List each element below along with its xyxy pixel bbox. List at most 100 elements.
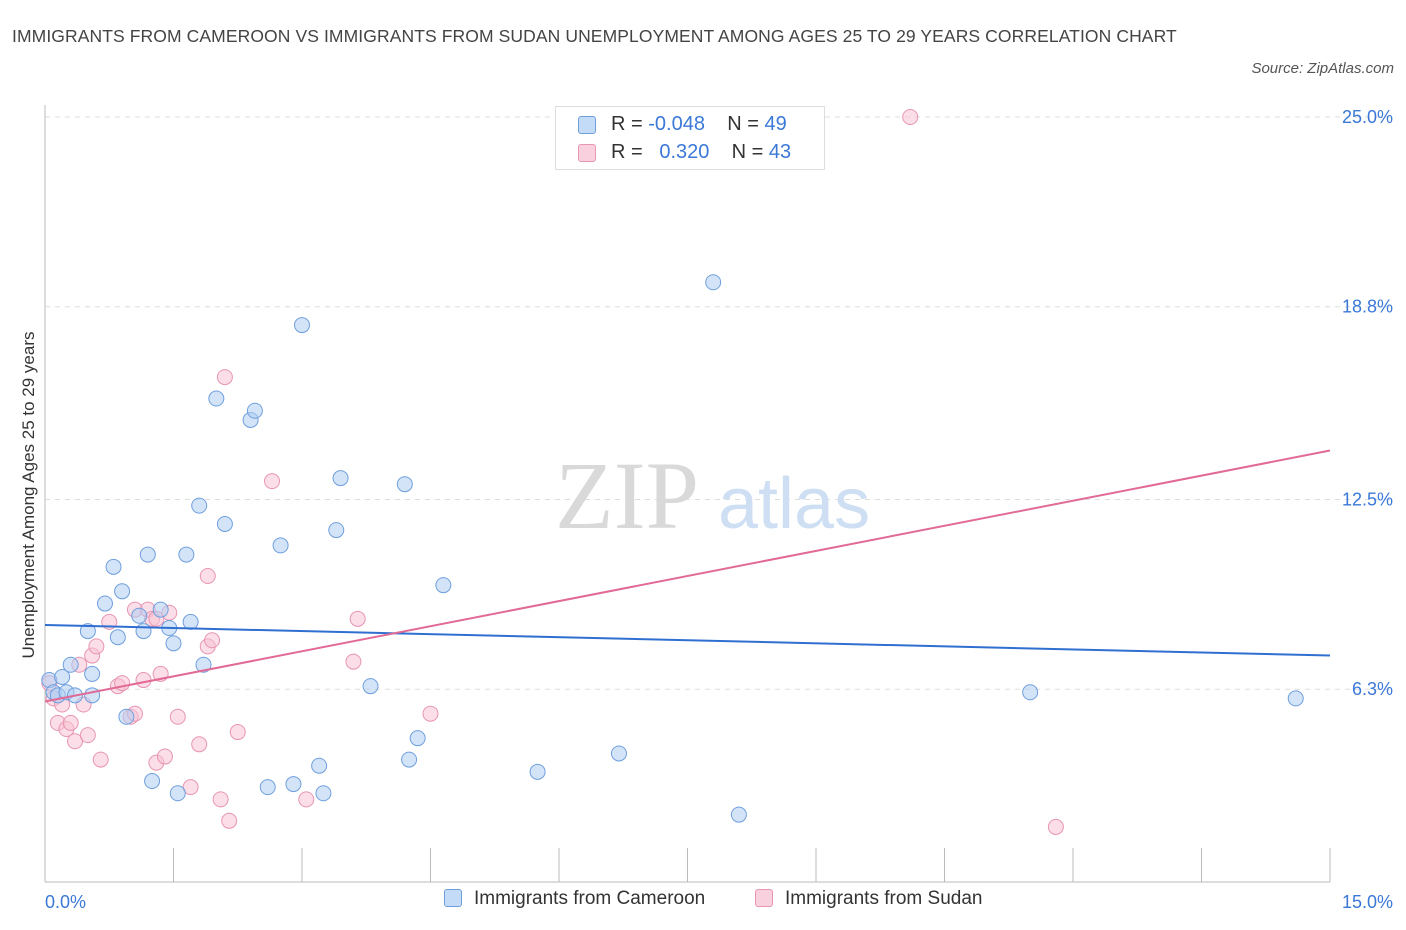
sudan-points xyxy=(41,109,1064,835)
n-label: N = xyxy=(727,113,759,135)
cameroon-point xyxy=(259,779,276,796)
n-value-sudan: 43 xyxy=(768,141,792,163)
cameroon-point xyxy=(529,763,546,780)
sudan-point xyxy=(156,748,173,765)
cameroon-point xyxy=(362,678,379,695)
legend-item-sudan[interactable]: Immigrants from Sudan xyxy=(755,888,982,910)
cameroon-point xyxy=(79,623,96,640)
sudan-legend-swatch xyxy=(755,889,773,907)
cameroon-point xyxy=(435,577,452,594)
cameroon-point xyxy=(84,665,101,682)
grid-lines xyxy=(45,116,1395,690)
cameroon-point xyxy=(328,522,345,539)
cameroon-point xyxy=(144,773,161,790)
sudan-point xyxy=(199,568,216,584)
source-label: Source: ZipAtlas.com xyxy=(1251,60,1394,77)
cameroon-point xyxy=(152,601,169,618)
sudan-point xyxy=(88,638,105,655)
cameroon-point xyxy=(730,806,747,823)
cameroon-point xyxy=(610,745,627,762)
cameroon-point xyxy=(396,476,413,493)
cameroon-point xyxy=(84,687,101,704)
cameroon-point xyxy=(178,546,195,563)
cameroon-point xyxy=(169,785,186,802)
cameroon-point xyxy=(182,613,199,630)
sudan-point xyxy=(345,653,362,670)
sudan-point xyxy=(212,791,229,808)
cameroon-point xyxy=(401,751,418,768)
sudan-point xyxy=(62,714,79,731)
chart-title: IMMIGRANTS FROM CAMEROON VS IMMIGRANTS F… xyxy=(12,26,1177,46)
sudan-point xyxy=(264,473,281,490)
watermark-zip: ZIP xyxy=(555,442,699,549)
legend-item-cameroon[interactable]: Immigrants from Cameroon xyxy=(444,888,705,910)
cameroon-point xyxy=(139,546,156,563)
cameroon-point xyxy=(332,470,349,487)
cameroon-point xyxy=(409,730,426,747)
cameroon-swatch xyxy=(578,116,596,134)
sudan-point xyxy=(92,751,109,768)
cameroon-point xyxy=(54,668,71,685)
cameroon-point xyxy=(1287,690,1304,707)
n-label: N = xyxy=(731,141,764,163)
watermark-atlas: atlas xyxy=(718,464,870,544)
sudan-point xyxy=(66,733,83,750)
r-label: R = xyxy=(611,141,643,163)
axis-labels: 6.3% 12.5% 18.8% 25.0% 0.0% 15.0% Unemployment… xyxy=(19,107,1393,912)
sudan-point xyxy=(135,672,152,689)
legend-label-sudan: Immigrants from Sudan xyxy=(785,888,983,909)
cameroon-legend-swatch xyxy=(444,889,462,907)
cameroon-trend-line xyxy=(44,623,1331,657)
cameroon-point xyxy=(705,274,722,291)
y-tick-label: 6.3% xyxy=(1352,679,1393,699)
x-tick-label: 0.0% xyxy=(45,892,86,912)
r-value-sudan: 0.320 xyxy=(659,141,710,163)
trend-lines xyxy=(44,449,1331,703)
sudan-point xyxy=(298,791,315,808)
cameroon-point xyxy=(135,623,152,640)
watermark: ZIP atlas xyxy=(555,442,870,549)
y-tick-label: 25.0% xyxy=(1342,107,1393,127)
cameroon-point xyxy=(285,776,302,793)
y-tick-label: 12.5% xyxy=(1342,490,1393,510)
legend-label-cameroon: Immigrants from Cameroon xyxy=(474,888,706,909)
axes xyxy=(44,105,1331,883)
sudan-point xyxy=(349,610,366,627)
cameroon-point xyxy=(216,515,233,532)
cameroon-point xyxy=(315,785,332,802)
x-tick-label: 15.0% xyxy=(1342,892,1393,912)
cameroon-point xyxy=(195,656,212,673)
sudan-trend-line xyxy=(44,449,1331,703)
cameroon-point xyxy=(311,757,328,774)
sudan-swatch xyxy=(578,144,596,162)
cameroon-point xyxy=(294,317,310,334)
r-label: R = xyxy=(611,113,643,135)
sudan-point xyxy=(79,727,96,744)
sudan-point xyxy=(169,708,186,725)
correlation-legend: R = -0.048 N = 49 R = 0.320 N = 43 xyxy=(555,106,825,170)
cameroon-point xyxy=(272,537,289,554)
cameroon-point xyxy=(62,656,79,673)
cameroon-point xyxy=(109,629,126,646)
y-tick-label: 18.8% xyxy=(1342,297,1393,317)
sudan-point xyxy=(229,724,246,741)
sudan-point xyxy=(902,109,919,125)
n-value-cameroon: 49 xyxy=(764,113,787,135)
sudan-point xyxy=(204,632,221,649)
sudan-point xyxy=(191,736,208,753)
sudan-point xyxy=(216,369,233,386)
cameroon-point xyxy=(246,402,263,419)
sudan-point xyxy=(422,705,439,722)
cameroon-point xyxy=(191,497,208,514)
cameroon-point xyxy=(114,583,131,600)
sudan-point xyxy=(182,779,199,796)
sudan-point xyxy=(1047,818,1064,835)
cameroon-point xyxy=(96,595,113,612)
y-axis-title: Unemployment Among Ages 25 to 29 years xyxy=(19,332,38,659)
cameroon-point xyxy=(105,558,122,575)
sudan-point xyxy=(221,812,238,829)
r-value-cameroon: -0.048 xyxy=(648,113,705,135)
cameroon-point xyxy=(131,607,148,624)
cameroon-point xyxy=(1022,684,1039,701)
